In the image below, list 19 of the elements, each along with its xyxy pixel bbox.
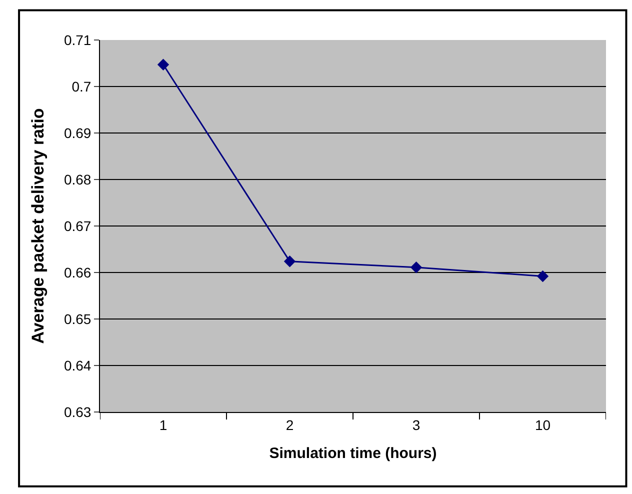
point	[410, 262, 422, 274]
x-axis-title: Simulation time (hours)	[269, 444, 437, 462]
y-tick-label: 0.71	[64, 32, 92, 48]
point	[536, 270, 549, 282]
x-tick-label: 10	[534, 416, 551, 433]
point	[157, 58, 170, 70]
point	[284, 255, 296, 268]
y-tick-label: 0.63	[64, 404, 92, 420]
y-tick-label: 0.67	[64, 218, 92, 234]
x-tick-label: 3	[412, 416, 420, 433]
y-tick-label: 0.65	[64, 310, 92, 327]
y-tick-label: 0.68	[64, 171, 92, 188]
y-tick-label: 0.66	[64, 264, 92, 280]
y-tick-label: 0.69	[64, 124, 92, 141]
x-tick-label: 2	[286, 416, 294, 433]
x-tick-label: 1	[159, 416, 168, 433]
y-tick-label: 0.64	[64, 357, 92, 374]
y-axis-title: Average packet delivery ratio	[28, 108, 48, 344]
y-tick-label: 0.7	[72, 78, 92, 94]
